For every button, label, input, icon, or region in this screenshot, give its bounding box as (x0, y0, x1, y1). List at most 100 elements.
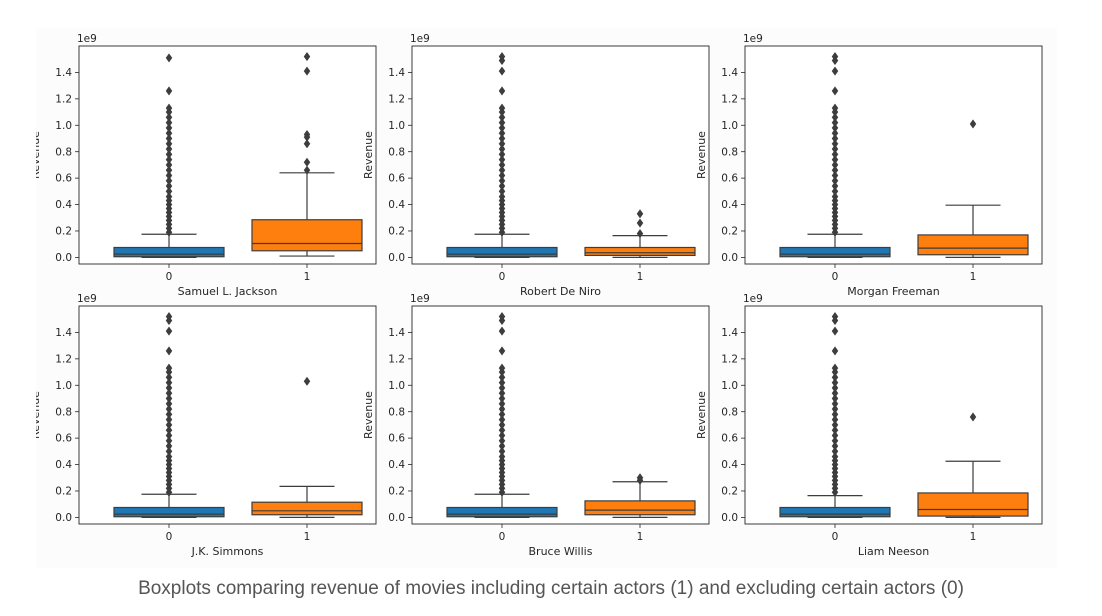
x-tick-label: 1 (970, 271, 977, 283)
outlier-point (498, 133, 506, 144)
outlier-point (165, 311, 173, 322)
y-tick-label: 0.0 (55, 252, 72, 264)
outlier-point (636, 218, 644, 228)
outlier-point (636, 473, 644, 483)
outlier-point (165, 414, 173, 425)
y-tick-label: 0.8 (721, 406, 738, 418)
outlier-point (831, 160, 839, 170)
x-axis-label: Liam Neeson (858, 545, 929, 558)
outlier-point (303, 165, 311, 175)
y-tick-label: 0.2 (721, 226, 738, 238)
box-iqr (113, 506, 225, 518)
y-tick-label: 1.0 (388, 120, 405, 132)
outlier-point (498, 383, 506, 393)
offset-text: 1e9 (77, 33, 97, 45)
offset-text: 1e9 (410, 33, 430, 45)
y-tick-label: 1.2 (721, 353, 738, 365)
outlier-point (498, 139, 506, 149)
outlier-point (165, 176, 173, 186)
outlier-point (498, 409, 506, 419)
y-tick-label: 1.4 (721, 67, 738, 79)
outlier-point (831, 133, 839, 144)
outlier-point (165, 123, 173, 133)
x-axis-label: Robert De Niro (520, 285, 601, 298)
outlier-point (498, 160, 506, 170)
y-tick-label: 0.0 (388, 252, 405, 264)
plot-frame (411, 45, 710, 265)
outlier-point (165, 451, 173, 462)
outlier-point (165, 118, 173, 128)
outlier-point (165, 53, 173, 63)
outlier-point (498, 378, 506, 388)
y-tick-label: 1.4 (721, 327, 738, 339)
outlier-point (498, 425, 506, 435)
outlier-point (165, 165, 173, 175)
outlier-point (636, 209, 644, 219)
outlier-point (831, 154, 839, 165)
outlier-point (165, 191, 173, 202)
outlier-point (831, 363, 839, 373)
y-tick-label: 0.4 (721, 199, 738, 211)
outlier-point (831, 409, 839, 419)
y-axis-label: Revenue (362, 391, 375, 439)
y-tick-label: 0.2 (55, 486, 72, 498)
y-tick-label: 0.6 (55, 433, 72, 445)
outlier-point (831, 378, 839, 388)
outlier-point (831, 436, 839, 446)
outlier-point (165, 393, 173, 404)
y-axis-label: Revenue (362, 131, 375, 179)
outlier-point (165, 378, 173, 388)
y-tick-label: 0.0 (721, 512, 738, 524)
offset-text: 1e9 (410, 293, 430, 305)
y-tick-label: 0.4 (388, 199, 405, 211)
y-tick-label: 0.0 (388, 512, 405, 524)
outlier-point (498, 363, 506, 373)
box-iqr (584, 500, 696, 516)
y-tick-label: 0.4 (721, 459, 738, 471)
y-tick-label: 1.2 (721, 93, 738, 105)
y-tick-label: 0.8 (55, 406, 72, 418)
outlier-point (165, 430, 173, 441)
x-tick-label: 1 (304, 531, 311, 543)
outlier-point (498, 149, 506, 159)
y-axis-label: Revenue (36, 391, 42, 439)
outlier-point (498, 346, 506, 356)
boxplot-figure: 0.0 0.2 0.4 0.6 0.8 1.0 1.2 1.4 0 1 Samuel L. Jack… (36, 33, 1043, 558)
box-iqr (113, 246, 225, 258)
y-tick-label: 1.0 (55, 380, 72, 392)
box-iqr (779, 246, 891, 258)
outlier-point (831, 399, 839, 409)
outlier-point (831, 186, 839, 196)
outlier-point (498, 399, 506, 409)
outlier-point (165, 388, 173, 398)
outlier-point (165, 372, 173, 382)
outlier-point (165, 86, 173, 96)
y-tick-label: 0.0 (721, 252, 738, 264)
box-iqr (917, 234, 1029, 256)
y-tick-label: 0.2 (721, 486, 738, 498)
outlier-point (498, 404, 506, 414)
outlier-point (303, 51, 311, 62)
y-tick-label: 1.0 (388, 380, 405, 392)
outlier-point (165, 404, 173, 414)
figure-caption: Boxplots comparing revenue of movies inc… (138, 578, 964, 599)
y-tick-label: 1.4 (388, 327, 405, 339)
outlier-point (831, 103, 839, 113)
outlier-point (831, 414, 839, 425)
x-axis-label: Samuel L. Jackson (178, 285, 278, 298)
box-iqr (446, 246, 558, 258)
x-tick-label: 1 (970, 531, 977, 543)
y-tick-label: 0.0 (55, 512, 72, 524)
outlier-point (498, 436, 506, 446)
outlier-point (498, 186, 506, 196)
outlier-point (498, 86, 506, 96)
x-tick-label: 0 (832, 271, 839, 283)
outlier-point (969, 119, 977, 129)
outlier-point (303, 129, 311, 140)
y-tick-label: 0.6 (721, 433, 738, 445)
outlier-point (831, 165, 839, 175)
outlier-point (165, 170, 173, 181)
chart-panel: 0.0 0.2 0.4 0.6 0.8 1.0 1.2 1.4 0 1 Bruce Willis Re… (362, 293, 710, 558)
y-tick-label: 1.0 (721, 380, 738, 392)
outlier-point (498, 441, 506, 451)
